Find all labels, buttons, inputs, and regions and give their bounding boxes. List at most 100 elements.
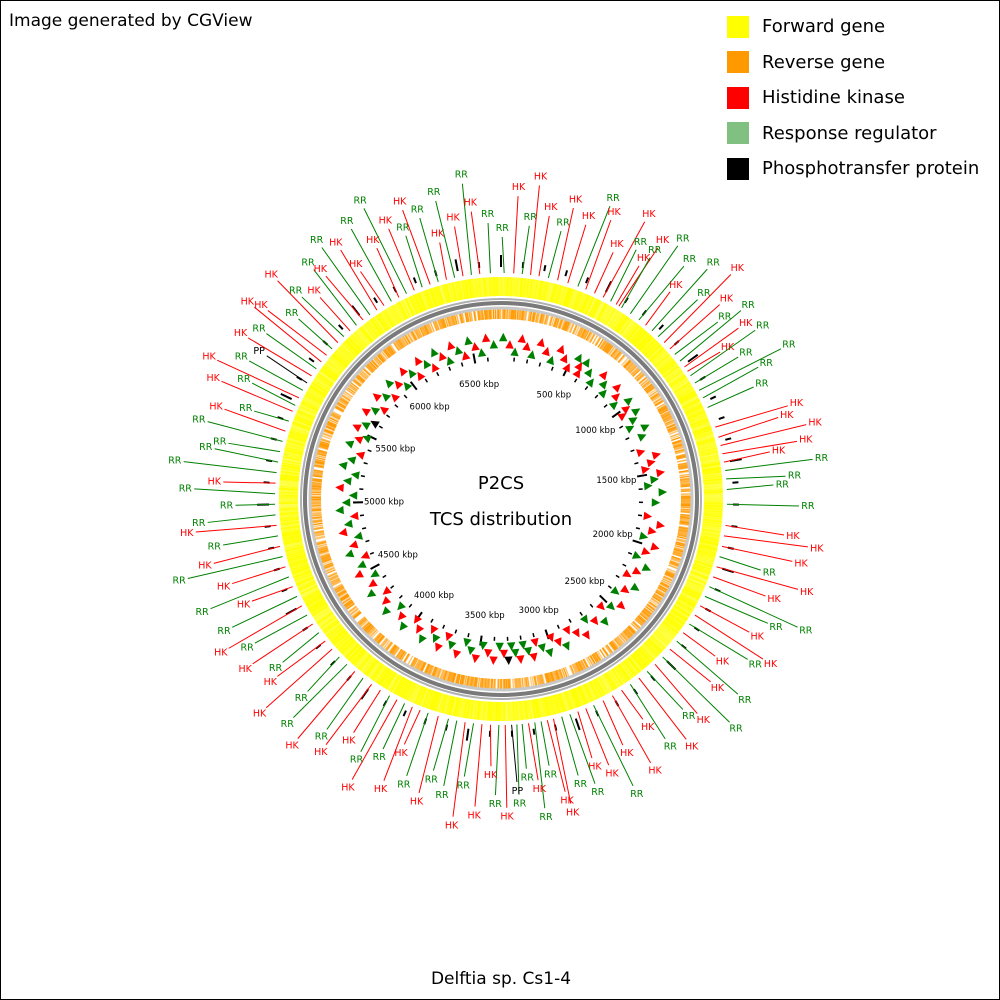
forward-gene-mark bbox=[454, 697, 460, 717]
reverse-gene-mark bbox=[635, 617, 645, 625]
forward-gene-mark bbox=[461, 280, 467, 300]
forward-gene-mark bbox=[279, 482, 299, 486]
reverse-gene-mark bbox=[450, 672, 455, 683]
forward-gene-mark bbox=[583, 296, 593, 315]
callout-label-hk: HK bbox=[533, 784, 547, 795]
forward-gene-mark bbox=[665, 616, 682, 630]
forward-gene-mark bbox=[312, 606, 330, 619]
forward-gene-mark bbox=[301, 399, 320, 410]
forward-gene-mark bbox=[656, 628, 672, 642]
forward-gene-mark bbox=[599, 675, 610, 694]
forward-gene-mark bbox=[279, 488, 299, 491]
forward-gene-mark bbox=[286, 549, 305, 556]
forward-gene-mark bbox=[611, 668, 624, 686]
reverse-gene-mark bbox=[339, 397, 349, 404]
reverse-gene-mark bbox=[668, 562, 679, 568]
forward-gene-mark bbox=[392, 676, 404, 694]
forward-gene-mark bbox=[279, 508, 299, 511]
reverse-gene-mark bbox=[677, 530, 689, 534]
tcs-marker-hk bbox=[482, 333, 491, 343]
forward-gene-mark bbox=[320, 368, 337, 381]
forward-gene-mark bbox=[683, 402, 702, 413]
forward-gene-mark bbox=[656, 356, 673, 370]
forward-gene-mark bbox=[571, 688, 581, 708]
forward-gene-mark bbox=[400, 300, 411, 319]
callout-line-rr bbox=[266, 333, 317, 370]
forward-gene-mark bbox=[291, 423, 311, 432]
callout-label-hk: HK bbox=[374, 784, 388, 795]
forward-gene-mark bbox=[686, 580, 705, 590]
forward-gene-mark bbox=[399, 300, 410, 319]
reverse-gene-mark bbox=[433, 667, 439, 678]
forward-gene-mark bbox=[655, 355, 672, 369]
callout-line-hk bbox=[669, 648, 711, 683]
forward-gene-mark bbox=[320, 369, 337, 382]
forward-gene-mark bbox=[329, 627, 346, 642]
forward-gene-mark bbox=[633, 651, 648, 668]
callout-label-rr: RR bbox=[396, 222, 410, 233]
forward-gene-mark bbox=[692, 564, 712, 573]
reverse-gene-mark bbox=[480, 677, 483, 689]
callout-label-rr: RR bbox=[815, 453, 829, 464]
forward-gene-mark bbox=[577, 293, 587, 312]
forward-gene-mark bbox=[386, 308, 398, 326]
reverse-gene-mark bbox=[631, 367, 640, 376]
reverse-gene-mark bbox=[580, 328, 587, 339]
forward-gene-mark bbox=[424, 290, 433, 309]
reverse-gene-mark bbox=[328, 418, 338, 425]
tcs-marker-rr bbox=[382, 393, 392, 402]
forward-gene-mark bbox=[614, 314, 627, 332]
reverse-gene-mark bbox=[677, 463, 688, 467]
reverse-gene-mark bbox=[440, 669, 445, 680]
reverse-gene-mark bbox=[516, 309, 519, 320]
callout-label-hk: HK bbox=[642, 209, 656, 220]
reverse-gene-mark bbox=[480, 309, 484, 321]
reverse-gene-mark bbox=[345, 602, 355, 610]
forward-gene-mark bbox=[336, 348, 352, 363]
forward-gene-mark bbox=[553, 284, 561, 304]
forward-gene-mark bbox=[521, 700, 525, 720]
forward-gene-mark bbox=[365, 322, 379, 339]
tcs-marker-hk bbox=[354, 569, 364, 578]
feature-callouts: RRHKRRHKHKRRHKHKRRHKHKHKRRHKHKRRRRRRHKRR… bbox=[168, 170, 828, 832]
forward-gene-mark bbox=[313, 607, 331, 620]
reverse-gene-mark bbox=[625, 628, 634, 637]
reverse-gene-mark bbox=[524, 677, 527, 688]
forward-gene-mark bbox=[312, 379, 330, 392]
reverse-gene-mark bbox=[672, 552, 683, 558]
reverse-gene-mark bbox=[485, 309, 488, 320]
callout-line-rr bbox=[228, 442, 281, 453]
reverse-gene-mark bbox=[311, 513, 322, 516]
reverse-gene-mark bbox=[679, 473, 690, 477]
forward-gene-mark bbox=[285, 548, 305, 556]
reverse-gene-mark bbox=[315, 458, 326, 463]
tcs-marker-rr bbox=[423, 359, 432, 370]
forward-gene-mark bbox=[506, 277, 509, 297]
forward-gene-mark bbox=[311, 604, 329, 616]
forward-gene-mark bbox=[282, 535, 302, 541]
forward-gene-mark bbox=[620, 662, 633, 679]
forward-gene-mark bbox=[688, 414, 708, 424]
forward-gene-mark bbox=[637, 647, 653, 663]
reverse-gene-mark bbox=[638, 376, 648, 384]
reverse-gene-mark bbox=[540, 674, 545, 685]
forward-gene-mark bbox=[612, 313, 625, 331]
forward-gene-mark bbox=[664, 366, 681, 380]
forward-gene-mark bbox=[558, 693, 566, 712]
reverse-gene-mark bbox=[676, 535, 687, 540]
forward-gene-mark bbox=[619, 318, 632, 335]
forward-gene-mark bbox=[341, 343, 357, 358]
forward-gene-mark bbox=[684, 583, 703, 594]
forward-gene-mark bbox=[316, 374, 334, 387]
forward-gene-mark bbox=[294, 415, 313, 425]
callout-line-hk bbox=[325, 683, 373, 745]
callout-label-hk: HK bbox=[366, 235, 380, 246]
forward-gene-mark bbox=[688, 413, 707, 422]
reverse-gene-mark bbox=[314, 459, 325, 464]
reverse-gene-mark bbox=[388, 344, 396, 354]
callout-label-rr: RR bbox=[237, 374, 251, 385]
reverse-gene-mark bbox=[344, 601, 354, 609]
reverse-gene-mark bbox=[543, 314, 548, 325]
forward-gene-mark bbox=[630, 653, 645, 670]
